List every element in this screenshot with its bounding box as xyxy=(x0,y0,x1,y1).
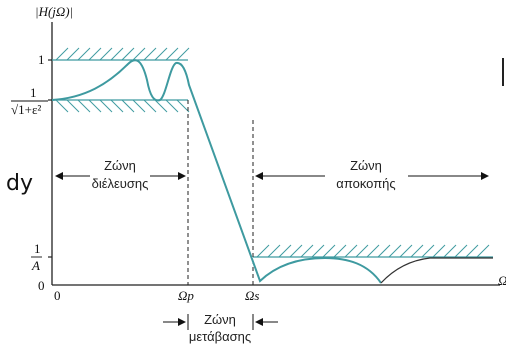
hatch-mark xyxy=(278,244,292,258)
hatch-mark xyxy=(121,47,135,61)
origin-x-label: 0 xyxy=(54,288,61,303)
hatch-mark xyxy=(143,99,157,113)
y-tick-stop-num: 1 xyxy=(34,241,41,256)
hatch-mark xyxy=(344,244,358,258)
transition-label-line1: Ζώνη xyxy=(204,312,236,327)
hatch-mark xyxy=(289,244,303,258)
hatch-mark xyxy=(176,99,190,113)
passband-lower-hatch xyxy=(55,99,190,113)
y-tick-one: 1 xyxy=(38,52,45,67)
y-tick-stop-den: A xyxy=(31,258,40,273)
hatch-mark xyxy=(88,47,102,61)
hatch-mark xyxy=(121,99,135,113)
hatch-mark xyxy=(366,244,380,258)
hatch-mark xyxy=(421,244,435,258)
hatch-mark xyxy=(443,244,457,258)
hatch-mark xyxy=(110,99,124,113)
transition-label-line2: μετάβασης xyxy=(189,329,251,344)
hatch-mark xyxy=(322,244,336,258)
stopband-label-line1: Ζώνη xyxy=(350,158,382,173)
x-tick-stop: Ωs xyxy=(245,288,259,303)
passband-label-line1: Ζώνη xyxy=(104,158,136,173)
origin-y-label: 0 xyxy=(38,278,45,293)
hatch-mark xyxy=(165,99,179,113)
stopband-hatch xyxy=(256,244,490,258)
passband-label-line2: διέλευσης xyxy=(92,176,149,191)
hatch-mark xyxy=(454,244,468,258)
x-axis-label: Ω xyxy=(498,273,506,288)
hatch-mark xyxy=(154,99,168,113)
hatch-mark xyxy=(55,99,69,113)
hatch-mark xyxy=(66,99,80,113)
hatch-mark xyxy=(410,244,424,258)
hatch-mark xyxy=(432,244,446,258)
hatch-mark xyxy=(99,99,113,113)
hatch-mark xyxy=(77,99,91,113)
hatch-mark xyxy=(55,47,69,61)
hatch-mark xyxy=(132,47,146,61)
y-tick-ripple-num: 1 xyxy=(30,85,37,100)
x-tick-pass: Ωp xyxy=(178,288,194,303)
handwritten-annotation: dy xyxy=(6,171,33,196)
magnitude-response-tail xyxy=(380,257,493,284)
hatch-mark xyxy=(143,47,157,61)
hatch-mark xyxy=(465,244,479,258)
hatch-mark xyxy=(399,244,413,258)
hatch-mark xyxy=(256,244,270,258)
hatch-mark xyxy=(165,47,179,61)
hatch-mark xyxy=(300,244,314,258)
hatch-mark xyxy=(333,244,347,258)
magnitude-response-curve xyxy=(51,59,382,284)
hatch-mark xyxy=(132,99,146,113)
hatch-mark xyxy=(176,47,190,61)
hatch-mark xyxy=(355,244,369,258)
hatch-mark xyxy=(377,244,391,258)
hatch-mark xyxy=(476,244,490,258)
stopband-label-line2: αποκοπής xyxy=(336,176,395,191)
hatch-mark xyxy=(110,47,124,61)
hatch-mark xyxy=(388,244,402,258)
hatch-mark xyxy=(66,47,80,61)
hatch-mark xyxy=(88,99,102,113)
hatch-mark xyxy=(99,47,113,61)
hatch-mark xyxy=(77,47,91,61)
passband-upper-hatch xyxy=(55,47,190,61)
hatch-mark xyxy=(154,47,168,61)
hatch-mark xyxy=(311,244,325,258)
y-axis-label: |H(jΩ)| xyxy=(35,4,73,19)
hatch-mark xyxy=(267,244,281,258)
y-tick-ripple-den: √1+ε² xyxy=(11,102,41,117)
